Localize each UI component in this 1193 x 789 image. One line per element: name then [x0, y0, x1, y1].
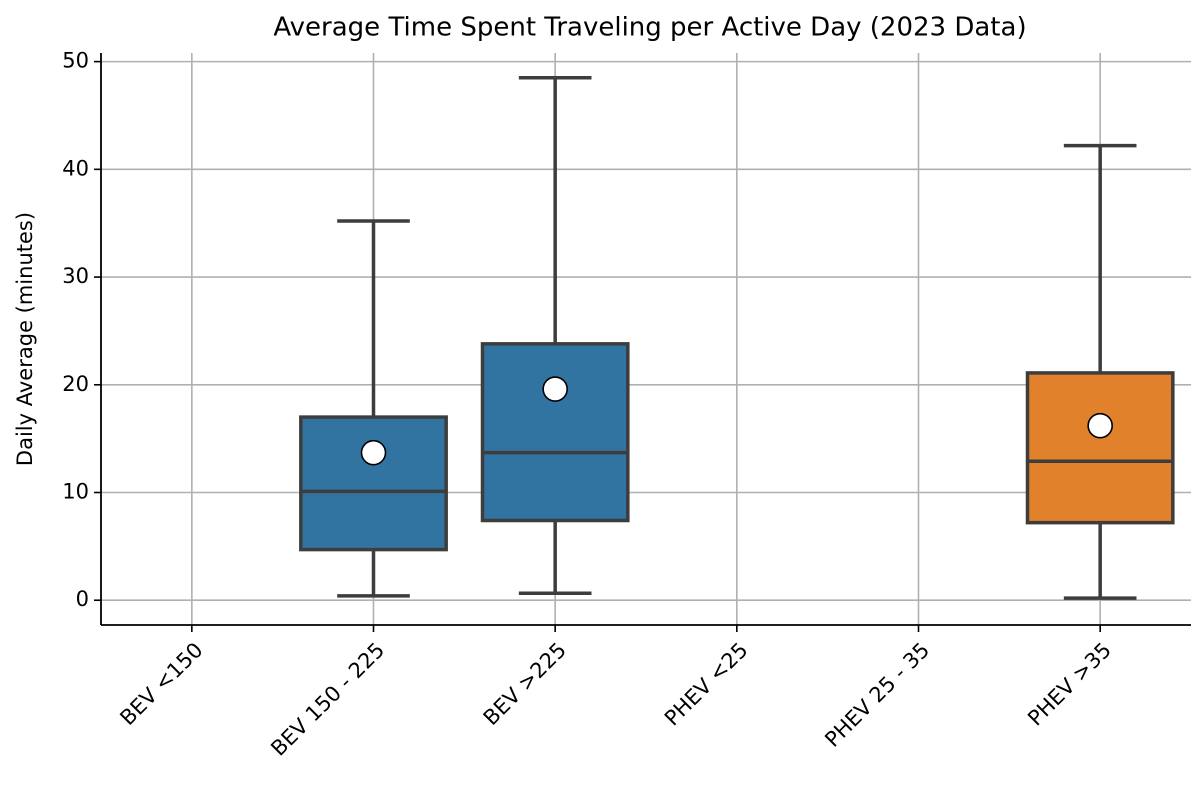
- box: [480, 342, 630, 523]
- mean-marker: [1087, 412, 1113, 439]
- mean-marker: [542, 376, 568, 402]
- x-tick-label: BEV 150 - 225: [266, 638, 389, 761]
- x-tick-label: BEV >225: [479, 638, 571, 730]
- x-tick-label: PHEV <25: [660, 638, 753, 731]
- y-tick-label: 30: [62, 264, 89, 288]
- box: [299, 415, 448, 552]
- y-tick-label: 0: [76, 587, 89, 611]
- y-tick-label: 20: [62, 372, 89, 396]
- x-tick-label: PHEV >35: [1023, 638, 1116, 731]
- y-axis-label: Daily Average (minutes): [13, 212, 37, 466]
- y-tick-label: 40: [62, 156, 89, 180]
- mean-marker: [360, 439, 387, 466]
- y-tick-label: 50: [62, 49, 89, 73]
- x-tick-label: BEV <150: [115, 638, 207, 730]
- box: [1025, 371, 1175, 525]
- y-tick-label: 10: [62, 480, 89, 504]
- x-tick-label: PHEV 25 - 35: [820, 638, 934, 752]
- chart-title: Average Time Spent Traveling per Active …: [273, 13, 1026, 43]
